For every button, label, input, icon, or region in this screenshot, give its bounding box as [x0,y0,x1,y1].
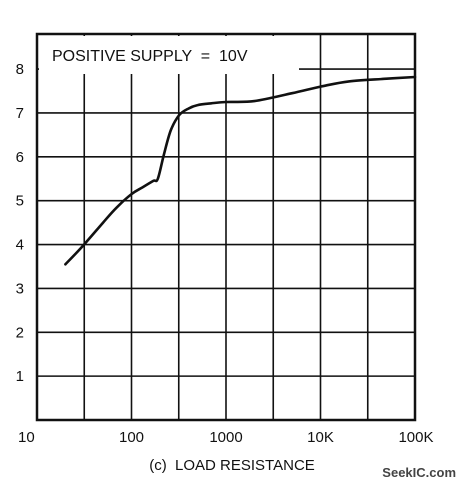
annotation-background [39,36,299,74]
plot-frame [35,32,417,422]
y-tick-2: 2 [16,324,24,341]
y-tick-6: 6 [16,149,24,166]
supply-annotation: POSITIVE SUPPLY = 10V [52,48,248,65]
x-tick-100: 100 [119,429,144,446]
series-line [64,75,417,266]
y-tick-1: 1 [16,368,24,385]
x-tick-100K: 100K [398,429,433,446]
y-tick-8: 8 [16,61,24,78]
y-tick-labels: 1 2 3 4 5 6 7 8 [16,61,24,385]
x-tick-1000: 1000 [209,429,242,446]
y-tick-4: 4 [16,237,24,254]
watermark: SeekIC.com [382,465,456,480]
x-tick-labels: 10 100 1000 10K 100K [18,429,434,446]
x-tick-10: 10 [18,429,35,446]
x-tick-10K: 10K [307,429,334,446]
y-tick-5: 5 [16,193,24,210]
y-tick-3: 3 [16,280,24,297]
grid-lines [37,34,415,420]
y-tick-7: 7 [16,105,24,122]
x-axis-label: (c) LOAD RESISTANCE [149,457,315,474]
